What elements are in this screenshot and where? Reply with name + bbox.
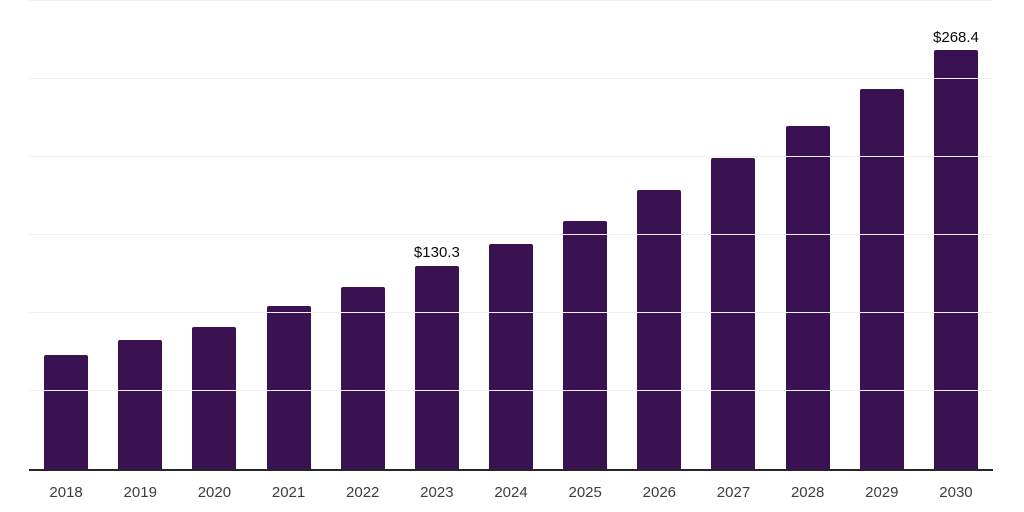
bar-2023 [414, 265, 459, 469]
gridline-250 [29, 78, 993, 79]
x-tick-2030: 2030 [939, 484, 973, 501]
bar-2024 [489, 244, 534, 469]
x-tick-2024: 2024 [494, 484, 528, 501]
x-tick-2022: 2022 [346, 484, 380, 501]
bar-slot-2029 [845, 1, 919, 469]
x-tick-2023: 2023 [420, 484, 454, 501]
bar-slot-2028 [771, 1, 845, 469]
gridline-100 [29, 312, 993, 314]
x-tick-2021: 2021 [271, 484, 306, 501]
gridline-150 [29, 234, 993, 235]
x-tick-2019: 2019 [123, 484, 157, 501]
bar-slot-2030: $268.4 [919, 1, 993, 469]
bar-slot-2021 [251, 1, 325, 469]
gridline-200 [29, 156, 993, 158]
bar-slot-2020 [177, 1, 251, 469]
x-tick-2026: 2026 [642, 484, 677, 501]
bar-2022 [340, 286, 385, 469]
x-tick-2020: 2020 [197, 484, 232, 501]
bars-container: $130.3 $268.4 [29, 1, 993, 469]
x-tick-2018: 2018 [49, 484, 83, 501]
bar-2018 [44, 354, 89, 469]
bar-2021 [266, 305, 311, 469]
x-tick-2027: 2027 [716, 484, 751, 501]
bar-slot-2022 [326, 1, 400, 469]
plot-area: $130.3 $268.4 [29, 0, 993, 471]
bar-slot-2018 [29, 1, 103, 469]
gridline-300 [29, 0, 993, 1]
x-tick-2025: 2025 [568, 484, 602, 501]
bar-2030 [933, 50, 978, 469]
bar-2025 [563, 220, 608, 469]
bar-slot-2025 [548, 1, 622, 469]
bar-2019 [118, 339, 163, 469]
x-tick-2029: 2029 [865, 484, 899, 501]
bar-2020 [192, 327, 237, 469]
bar-slot-2027 [696, 1, 770, 469]
x-axis: 2018 2019 2020 2021 2022 2023 2024 2025 2026 2027… [29, 471, 993, 502]
bar-slot-2019 [103, 1, 177, 469]
data-label-2030: $268.4 [933, 28, 979, 46]
bar-slot-2026 [622, 1, 696, 469]
x-tick-2028: 2028 [790, 484, 825, 501]
bar-slot-2023: $130.3 [400, 1, 474, 469]
data-label-2023: $130.3 [413, 244, 460, 262]
bar-2029 [859, 88, 904, 469]
gridline-50 [29, 390, 993, 392]
bar-2028 [785, 125, 830, 469]
bar-2026 [637, 190, 682, 469]
bar-slot-2024 [474, 1, 548, 469]
bar-2027 [711, 157, 756, 469]
